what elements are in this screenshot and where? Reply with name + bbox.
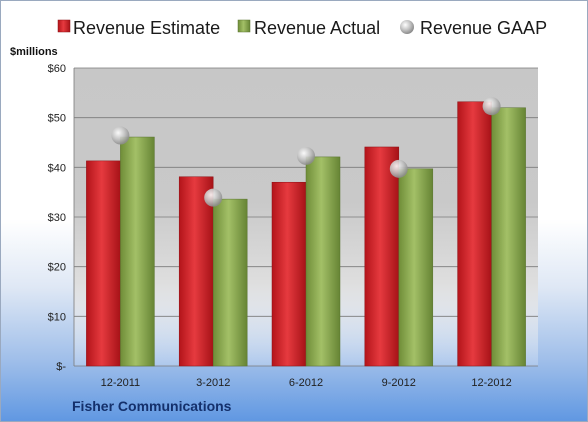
legend: Revenue Estimate Revenue Actual Revenue … [57, 18, 547, 38]
legend-swatch-estimate [57, 19, 71, 33]
legend-item-revenue-gaap: Revenue GAAP [400, 18, 547, 38]
y-tick-label: $50 [48, 113, 66, 125]
x-tick-label: 9-2012 [382, 377, 416, 389]
legend-item-revenue-actual: Revenue Actual [237, 18, 380, 38]
bar-revenue-actual [491, 107, 526, 367]
y-tick-label: $- [56, 361, 66, 373]
bar-revenue-estimate [364, 146, 400, 367]
x-tick-label: 12-2012 [471, 377, 511, 389]
marker-revenue-gaap [111, 126, 130, 145]
legend-label-gaap: Revenue GAAP [420, 18, 547, 38]
x-tick-label: 6-2012 [289, 377, 323, 389]
gaap-markers [111, 97, 501, 207]
bar-revenue-actual [398, 168, 434, 367]
bar-revenue-estimate [178, 176, 214, 367]
y-tick-label: $10 [48, 311, 66, 323]
y-axis-ticks: $- $10 $20 $30 $40 $50 $60 [48, 63, 67, 373]
marker-revenue-gaap [204, 188, 223, 207]
marker-revenue-gaap [482, 97, 501, 116]
bar-revenue-estimate [271, 181, 307, 367]
marker-revenue-gaap [297, 146, 315, 165]
y-tick-label: $20 [48, 262, 66, 274]
marker-revenue-gaap [389, 159, 408, 178]
unit-label: $millions [10, 46, 58, 58]
bar-revenue-actual [212, 198, 248, 367]
legend-label-actual: Revenue Actual [254, 18, 380, 38]
bar-revenue-actual [305, 156, 341, 367]
y-tick-label: $60 [48, 63, 66, 75]
y-tick-label: $30 [48, 212, 66, 224]
legend-swatch-gaap [400, 20, 414, 34]
y-tick-label: $40 [48, 162, 66, 174]
bar-revenue-actual [120, 136, 155, 367]
company-name: Fisher Communications [72, 398, 232, 414]
legend-label-estimate: Revenue Estimate [73, 18, 220, 38]
bars [86, 101, 526, 367]
bar-revenue-estimate [86, 160, 121, 367]
legend-swatch-actual [237, 19, 251, 33]
x-tick-label: 12-2011 [101, 377, 141, 389]
bar-revenue-estimate [457, 101, 492, 367]
x-axis-ticks: 12-2011 3-2012 6-2012 9-2012 12-2012 [101, 377, 512, 389]
legend-item-revenue-estimate: Revenue Estimate [57, 18, 220, 38]
x-tick-label: 3-2012 [196, 377, 230, 389]
